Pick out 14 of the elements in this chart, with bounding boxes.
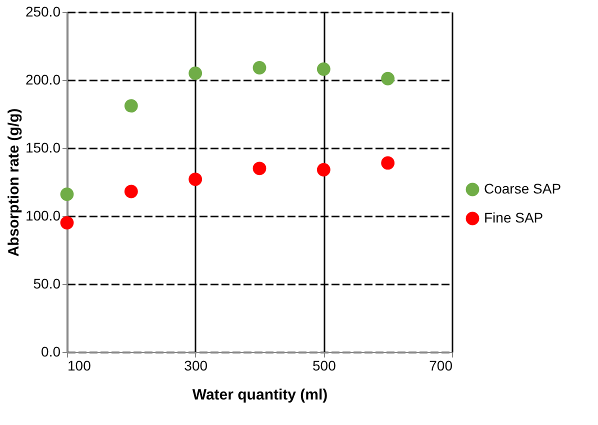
x-tick-label: 700: [429, 358, 453, 374]
y-tick-label: 250.0: [25, 4, 61, 20]
y-tick-label: 0.0: [41, 344, 61, 360]
x-axis-title: Water quantity (ml): [192, 386, 328, 404]
y-tick-label: 150.0: [25, 140, 61, 156]
y-tick-label: 100.0: [25, 208, 61, 224]
y-tick-label: 200.0: [25, 72, 61, 88]
x-tick-label: 300: [184, 358, 208, 374]
legend-label: Coarse SAP: [484, 180, 562, 196]
x-tick-label: 500: [312, 358, 336, 374]
y-axis-title: Absorption rate (g/g): [5, 108, 22, 257]
legend-label: Fine SAP: [484, 210, 544, 226]
x-tick-label: 100: [68, 358, 92, 374]
y-tick-label: 50.0: [33, 276, 61, 292]
